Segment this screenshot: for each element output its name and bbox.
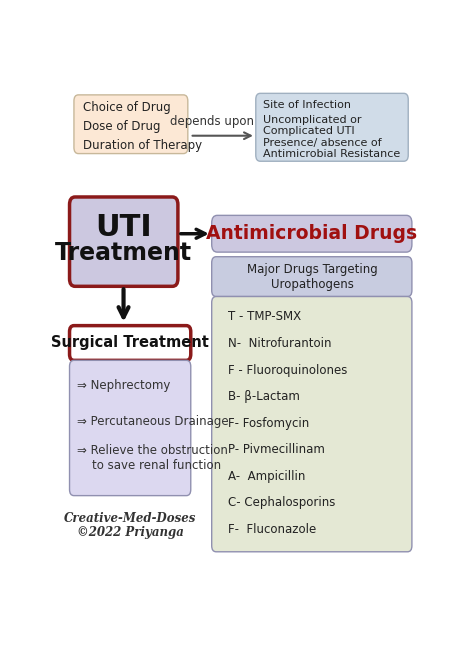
Text: ⇒ Nephrectomy: ⇒ Nephrectomy (77, 379, 170, 392)
FancyBboxPatch shape (212, 215, 412, 252)
Text: F - Fluoroquinolones: F - Fluoroquinolones (228, 363, 347, 377)
Text: P- Pivmecillinam: P- Pivmecillinam (228, 443, 325, 456)
Text: N-  Nitrofurantoin: N- Nitrofurantoin (228, 337, 332, 350)
Text: F-  Fluconazole: F- Fluconazole (228, 523, 317, 536)
FancyBboxPatch shape (212, 296, 412, 552)
FancyBboxPatch shape (70, 360, 191, 496)
Text: Surgical Treatment: Surgical Treatment (51, 335, 209, 351)
Text: Creative-Med-Doses: Creative-Med-Doses (64, 512, 196, 525)
Text: UTI: UTI (95, 213, 152, 242)
Text: A-  Ampicillin: A- Ampicillin (228, 469, 306, 483)
Text: Major Drugs Targeting
Uropathogens: Major Drugs Targeting Uropathogens (246, 263, 377, 290)
FancyBboxPatch shape (74, 95, 188, 154)
Text: ©2022 Priyanga: ©2022 Priyanga (77, 526, 183, 540)
Text: Duration of Therapy: Duration of Therapy (83, 139, 202, 152)
Text: T - TMP-SMX: T - TMP-SMX (228, 310, 301, 324)
Text: F- Fosfomycin: F- Fosfomycin (228, 416, 310, 430)
FancyBboxPatch shape (70, 197, 178, 286)
Text: Site of Infection: Site of Infection (263, 100, 351, 110)
FancyBboxPatch shape (212, 257, 412, 296)
Text: Presence/ absence of
Antimicrobial Resistance: Presence/ absence of Antimicrobial Resis… (263, 138, 401, 159)
Text: Treatment: Treatment (55, 241, 192, 265)
Text: Antimicrobial Drugs: Antimicrobial Drugs (206, 224, 418, 243)
Text: Dose of Drug: Dose of Drug (83, 120, 161, 133)
Text: Uncomplicated or
Complicated UTI: Uncomplicated or Complicated UTI (263, 115, 362, 137)
Text: B- β-Lactam: B- β-Lactam (228, 390, 300, 403)
Text: ⇒ Percutaneous Drainage: ⇒ Percutaneous Drainage (77, 415, 228, 428)
Text: C- Cephalosporins: C- Cephalosporins (228, 497, 336, 509)
Text: depends upon: depends upon (170, 115, 254, 128)
FancyBboxPatch shape (256, 93, 408, 161)
FancyBboxPatch shape (70, 326, 191, 360)
Text: ⇒ Relieve the obstruction
    to save renal function: ⇒ Relieve the obstruction to save renal … (77, 444, 228, 472)
Text: Choice of Drug: Choice of Drug (83, 101, 171, 113)
